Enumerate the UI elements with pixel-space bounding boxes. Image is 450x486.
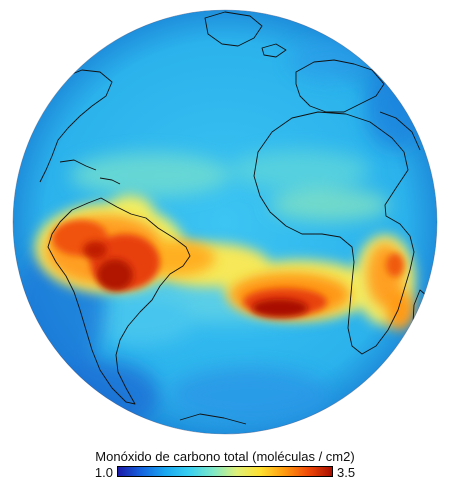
legend-title: Monóxido de carbono total (moléculas / c… xyxy=(95,449,355,464)
globe-svg xyxy=(12,9,438,435)
co-concentration-field xyxy=(13,10,437,434)
legend-min-label: 1.0 xyxy=(94,465,113,480)
legend-max-label: 3.5 xyxy=(337,465,356,480)
colorbar xyxy=(117,466,333,477)
coastlines xyxy=(19,11,428,425)
globe-map xyxy=(12,9,438,435)
